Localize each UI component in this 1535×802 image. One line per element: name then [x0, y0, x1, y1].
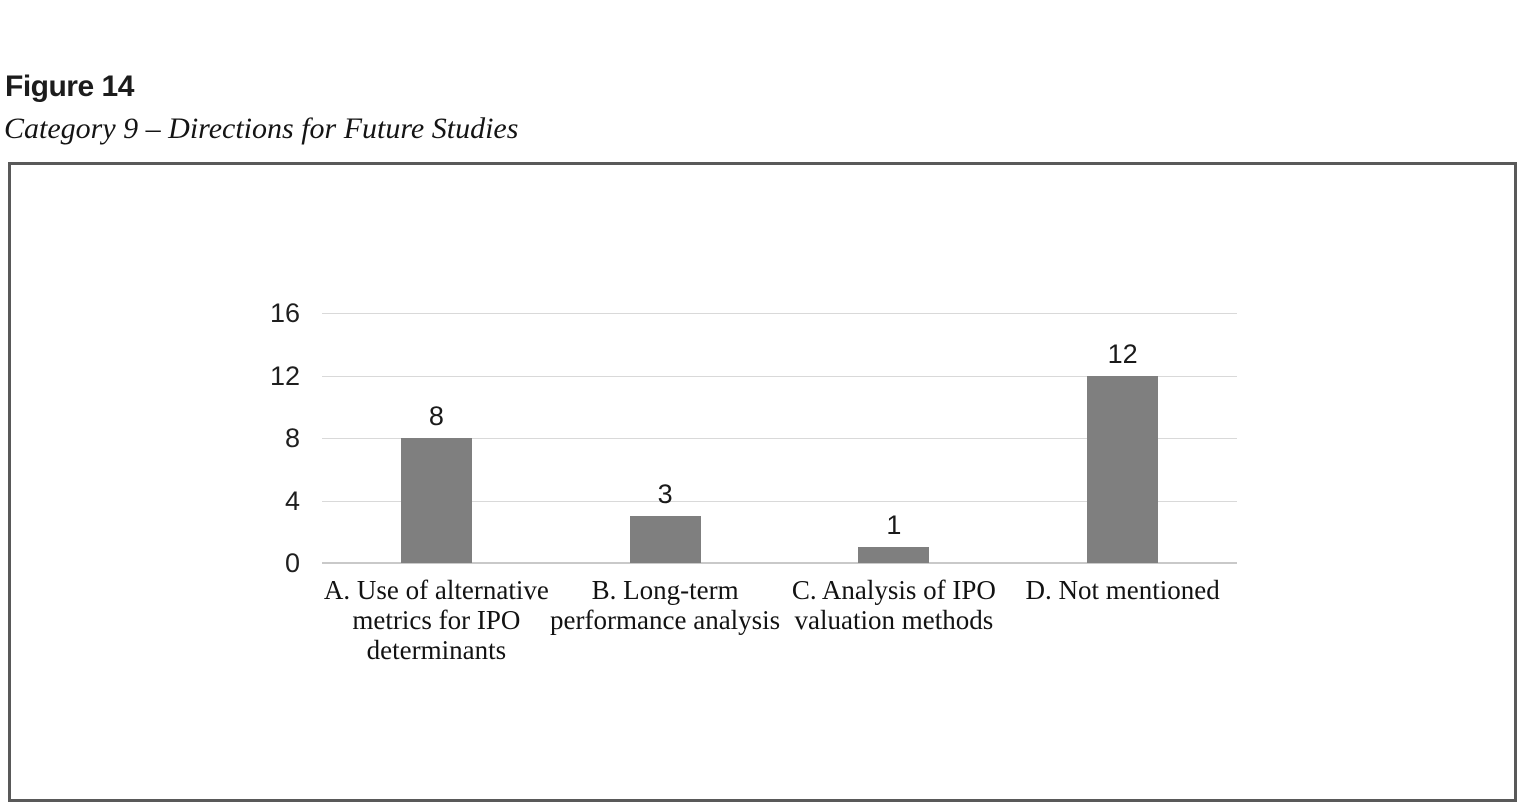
x-axis-category-label: D. Not mentioned — [1025, 575, 1220, 605]
x-axis-category-label: A. Use of alternative metrics for IPO de… — [323, 575, 549, 665]
gridline — [322, 313, 1237, 314]
document-page: Figure 14 Category 9 – Directions for Fu… — [4, 70, 1517, 802]
bar-b — [629, 516, 701, 563]
bar-c — [858, 547, 930, 563]
x-axis-category-label: C. Analysis of IPO valuation methods — [791, 575, 996, 635]
x-axis-line — [322, 562, 1237, 564]
chart-frame: 0 4 8 12 16 8 A. Use of alternative metrics fo… — [8, 162, 1517, 802]
gridline — [322, 438, 1237, 439]
y-tick-label: 16 — [269, 298, 300, 328]
gridline — [322, 375, 1237, 377]
bar-d — [1087, 375, 1159, 563]
bar-value-label: 3 — [657, 479, 673, 510]
bar-a — [400, 438, 472, 563]
y-tick-label: 12 — [269, 360, 300, 391]
figure-caption: Category 9 – Directions for Future Studi… — [4, 112, 519, 145]
bar-value-label: 8 — [428, 401, 444, 431]
bar-value-label: 1 — [886, 510, 902, 541]
bar-value-label: 12 — [1107, 338, 1138, 369]
gridline — [322, 500, 1237, 502]
figure-label: Figure 14 — [5, 70, 134, 103]
y-tick-label: 4 — [284, 485, 300, 516]
y-tick-label: 0 — [284, 548, 300, 578]
y-tick-label: 8 — [284, 423, 300, 453]
bar-chart-plot: 0 4 8 12 16 8 A. Use of alternative metrics fo… — [270, 298, 1237, 665]
x-axis-category-label: B. Long-term performance analysis — [550, 575, 781, 635]
